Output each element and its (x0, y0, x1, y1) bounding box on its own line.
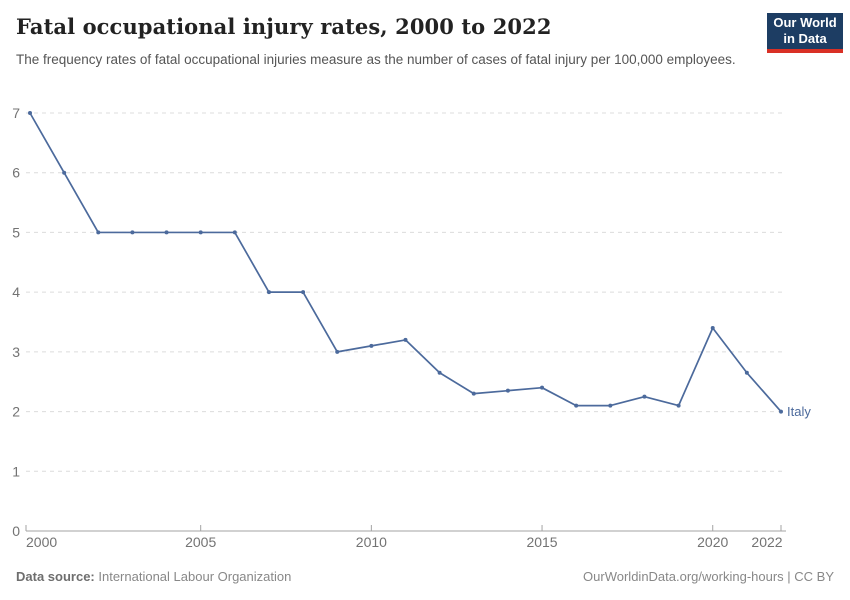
owid-logo-line1: Our World (773, 15, 837, 30)
y-axis-label-7: 7 (12, 105, 20, 121)
data-source-value: International Labour Organization (98, 569, 292, 584)
data-point-2000 (28, 111, 32, 115)
x-axis-label-2022: 2022 (751, 534, 782, 550)
x-axis-label-2005: 2005 (185, 534, 216, 550)
data-point-2006 (232, 230, 237, 235)
data-point-2014 (505, 388, 510, 393)
data-source-label: Data source: (16, 569, 95, 584)
data-point-2013 (471, 391, 476, 396)
x-axis-label-2015: 2015 (526, 534, 557, 550)
chart-subtitle: The frequency rates of fatal occupationa… (16, 52, 736, 67)
data-point-2018 (642, 394, 647, 399)
italy-series-line (29, 112, 782, 413)
x-axis-label-2020: 2020 (697, 534, 728, 550)
data-source-note: Data source: International Labour Organi… (16, 569, 291, 584)
data-point-2020 (710, 325, 715, 330)
owid-logo: Our World in Data (767, 13, 843, 53)
y-axis-label-3: 3 (12, 344, 20, 360)
data-point-2019 (676, 403, 681, 408)
data-point-2010 (369, 343, 374, 348)
owid-logo-line2: in Data (783, 31, 827, 46)
y-axis-label-6: 6 (12, 165, 20, 181)
data-point-2001 (62, 170, 67, 175)
data-point-2017 (608, 403, 613, 408)
data-point-2022 (779, 409, 783, 414)
data-point-2021 (744, 370, 749, 375)
y-axis-label-1: 1 (12, 463, 20, 479)
license-note: OurWorldinData.org/working-hours | CC BY (583, 569, 834, 584)
data-point-2005 (198, 230, 203, 235)
data-point-2008 (301, 290, 306, 295)
data-point-2007 (266, 290, 271, 295)
series-label-italy: Italy (787, 404, 811, 419)
y-axis-label-4: 4 (12, 284, 20, 300)
y-axis-label-0: 0 (12, 523, 20, 539)
data-point-2002 (96, 230, 101, 235)
data-point-2011 (403, 337, 408, 342)
data-point-2016 (574, 403, 579, 408)
page-title: Fatal occupational injury rates, 2000 to… (16, 14, 552, 39)
y-axis-label-5: 5 (12, 224, 20, 240)
data-point-2003 (130, 230, 135, 235)
y-axis-label-2: 2 (12, 404, 20, 420)
line-chart: 0 1 2 3 4 5 6 7 2000 2005 2010 2015 2020 2022 Italy (12, 105, 811, 550)
data-point-2015 (540, 385, 545, 390)
x-axis-label-2010: 2010 (356, 534, 387, 550)
data-point-2009 (335, 349, 340, 354)
data-point-2004 (164, 230, 169, 235)
data-point-2012 (437, 370, 442, 375)
x-axis-label-2000: 2000 (26, 534, 57, 550)
